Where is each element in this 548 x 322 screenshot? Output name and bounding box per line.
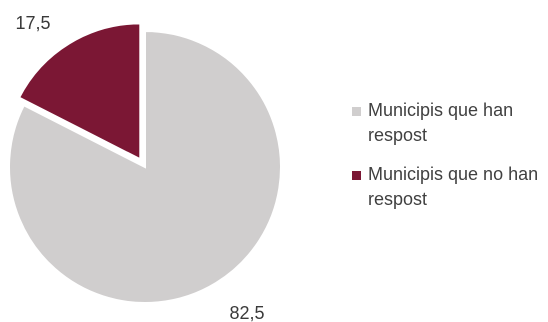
pie-slice-1: [17, 22, 142, 161]
legend-item-han-respost: Municipis que han respost: [352, 98, 542, 148]
pie-slice-0: [8, 29, 282, 304]
chart-legend: Municipis que han respost Municipis que …: [352, 98, 542, 226]
pie-data-label-1: 17,5: [15, 13, 50, 33]
legend-swatch-han-respost: [352, 107, 361, 116]
legend-label-han-respost: Municipis que han respost: [368, 100, 514, 145]
legend-swatch-no-han-respost: [352, 171, 361, 180]
pie-data-label-0: 82,5: [229, 303, 264, 322]
legend-label-no-han-respost: Municipis que no han respost: [368, 164, 539, 209]
legend-item-no-han-respost: Municipis que no han respost: [352, 162, 542, 212]
